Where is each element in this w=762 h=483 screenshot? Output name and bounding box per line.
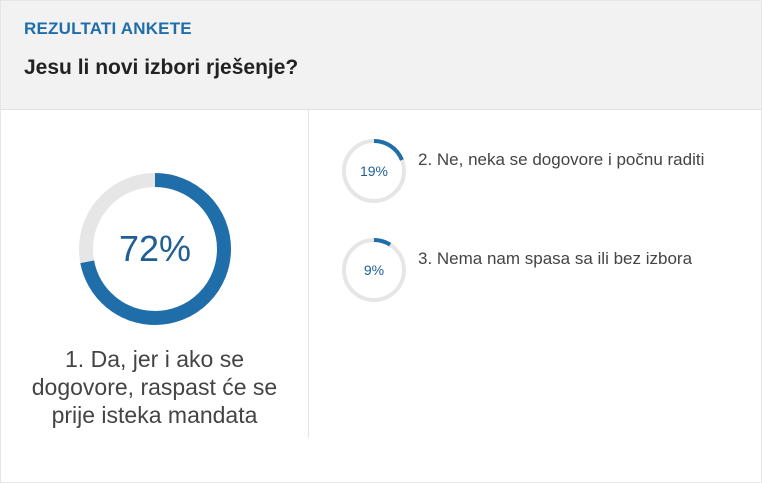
option-ring (342, 139, 406, 203)
option-item: 19% 2. Ne, neka se dogovore i počnu radi… (341, 138, 741, 204)
option-percent: 19% (359, 163, 389, 179)
option-percent: 9% (363, 262, 385, 278)
poll-kicker: REZULTATI ANKETE (24, 19, 192, 38)
option-ring (342, 238, 406, 302)
option-donut: 9% (341, 237, 407, 303)
donut-arc (79, 173, 231, 325)
leading-option-donut: 72% (78, 172, 232, 326)
leading-option: 72% 1. Da, jer i ako se dogovore, raspas… (1, 110, 309, 438)
option-label: 3. Nema nam spasa sa ili bez izbora (418, 249, 693, 268)
poll-results: 72% 1. Da, jer i ako se dogovore, raspas… (1, 110, 761, 481)
donut-arc (342, 238, 406, 302)
poll-header: REZULTATI ANKETE Jesu li novi izbori rje… (1, 1, 761, 110)
leading-option-percent: 72% (118, 228, 192, 269)
option-item: 9% 3. Nema nam spasa sa ili bez izbora (341, 237, 741, 303)
leading-option-ring (79, 173, 231, 325)
donut-arc (342, 139, 406, 203)
option-label: 2. Ne, neka se dogovore i počnu raditi (418, 150, 705, 169)
option-donut: 19% (341, 138, 407, 204)
poll-question: Jesu li novi izbori rješenje? (24, 56, 299, 79)
leading-option-label: 1. Da, jer i ako se dogovore, raspast će… (31, 346, 278, 428)
